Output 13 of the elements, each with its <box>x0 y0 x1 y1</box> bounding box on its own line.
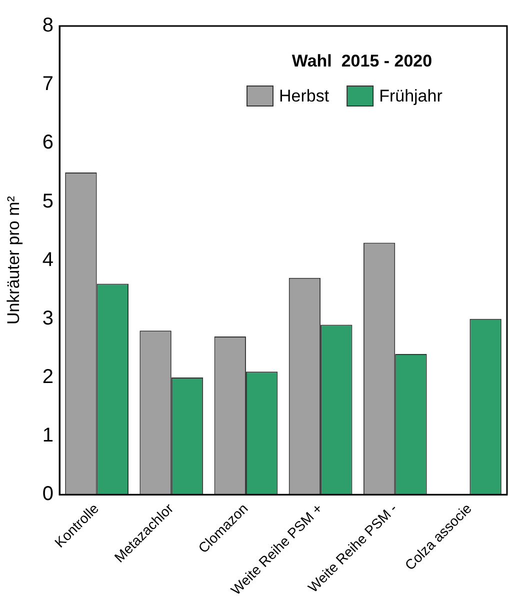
y-tick-label: 5 <box>42 190 54 212</box>
y-tick-label: 0 <box>42 483 54 506</box>
y-tick-label: 4 <box>42 248 54 271</box>
y-tick-label: 3 <box>42 307 54 330</box>
legend-label: Frühjahr <box>379 86 443 106</box>
y-tick-label: 7 <box>42 73 54 96</box>
y-tick-label: 2 <box>42 366 54 388</box>
y-axis-title: Unkräuter pro m² <box>4 196 23 325</box>
y-tick-label: 6 <box>42 132 54 154</box>
y-tick-label: 1 <box>42 424 54 447</box>
legend-label: Herbst <box>279 86 330 106</box>
y-tick-label: 8 <box>42 14 54 37</box>
legend-title: Wahl 2015 - 2020 <box>292 52 432 71</box>
